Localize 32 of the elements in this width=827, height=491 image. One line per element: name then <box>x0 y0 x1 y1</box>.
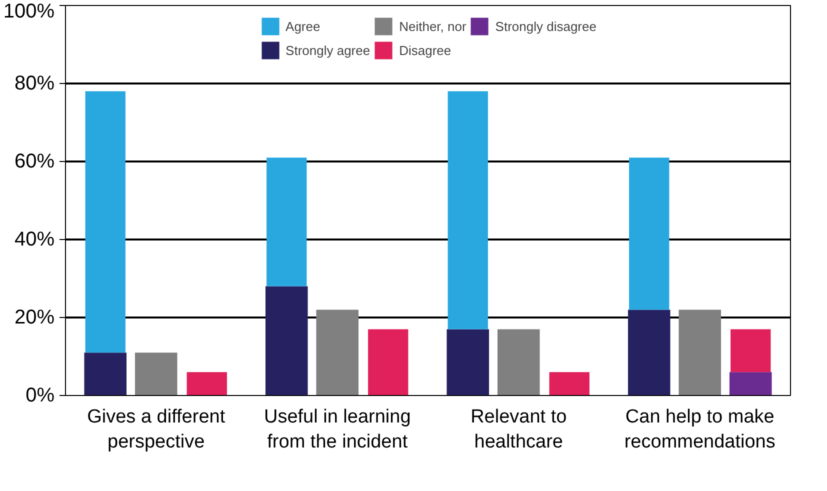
legend-label: Agree <box>286 18 320 34</box>
bar <box>549 372 590 396</box>
bar <box>628 310 670 396</box>
legend-label: Strongly disagree <box>495 18 596 34</box>
legend-label: Neither, nor <box>399 18 466 34</box>
x-tick-label: Useful in learning from the incident <box>264 406 411 453</box>
bar <box>730 329 771 372</box>
y-tick-label: 80% <box>14 72 55 94</box>
bar <box>186 372 227 396</box>
bar <box>729 372 772 396</box>
y-tick-label: 20% <box>14 306 55 328</box>
bar <box>84 352 127 396</box>
bar <box>368 329 408 396</box>
bar <box>678 310 722 396</box>
legend-label: Strongly agree <box>286 42 370 58</box>
legend-label: Disagree <box>399 42 452 58</box>
y-tick-label: 40% <box>14 228 55 250</box>
x-tick-label: Relevant to healthcare <box>470 406 567 453</box>
x-tick-label: Can help to make recommendations <box>624 406 776 453</box>
bar <box>134 352 178 396</box>
bar <box>446 329 490 396</box>
bar <box>85 91 126 353</box>
bar <box>497 329 540 396</box>
bar <box>266 158 307 286</box>
bar <box>265 286 308 396</box>
x-tick-label: Gives a different perspective <box>87 406 226 453</box>
bar <box>316 310 359 396</box>
y-tick-label: 0% <box>26 384 55 406</box>
bar <box>448 91 488 330</box>
bar <box>629 158 670 310</box>
y-tick-label: 100% <box>3 0 55 22</box>
y-tick-label: 60% <box>14 150 55 172</box>
